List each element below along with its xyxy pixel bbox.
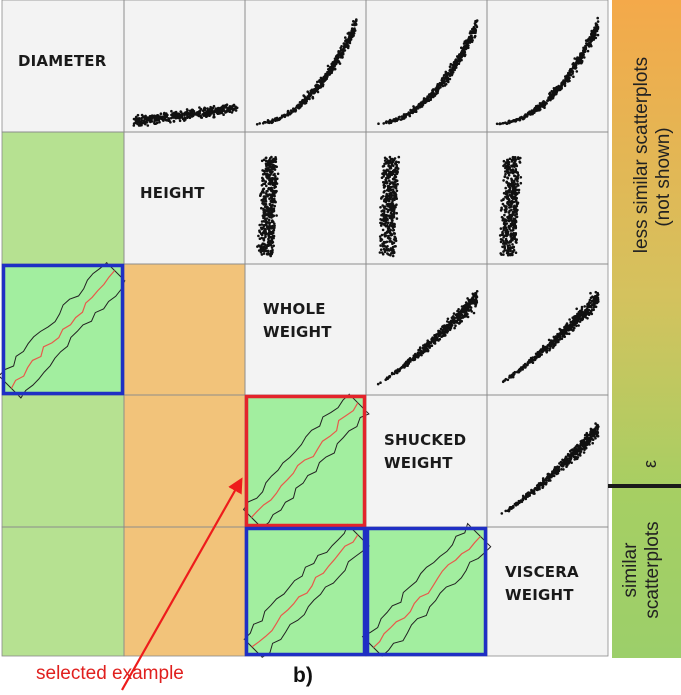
scatterplot <box>500 422 600 515</box>
scatterplot <box>501 290 600 384</box>
matrix-cell <box>124 264 245 395</box>
variable-label: SHUCKED WEIGHT <box>384 429 466 475</box>
scatterplot <box>376 290 479 386</box>
matrix-cell <box>487 0 608 132</box>
variable-label-line: SHUCKED <box>384 431 467 449</box>
matrix-cell <box>487 395 608 527</box>
contour-glyph <box>361 522 492 657</box>
similarity-color-bar <box>612 0 681 658</box>
scatterplot <box>378 155 401 258</box>
variable-label: WHOLE WEIGHT <box>263 298 332 344</box>
scatterplot <box>256 155 280 258</box>
matrix-cell <box>366 0 487 132</box>
similar-scatterplot-frame[interactable] <box>1 263 125 396</box>
matrix-cell <box>2 0 124 132</box>
variable-label-line: WEIGHT <box>505 586 574 604</box>
matrix-cell <box>245 264 366 395</box>
variable-label: VISCERA WEIGHT <box>505 561 579 607</box>
matrix-cell <box>2 527 124 656</box>
colorbar-epsilon-label: ε <box>640 459 660 469</box>
scatterplot <box>377 19 479 125</box>
contour-glyph <box>242 393 370 529</box>
variable-label-line: WEIGHT <box>263 323 332 341</box>
similar-scatterplot-frame[interactable] <box>244 526 367 657</box>
colorbar-top-line2: (not shown) <box>653 127 674 227</box>
variable-label-line: WHOLE <box>263 300 326 318</box>
similar-scatterplot-frame[interactable] <box>365 526 488 657</box>
scatterplot <box>132 103 239 127</box>
variable-label: DIAMETER <box>18 50 106 73</box>
matrix-cell <box>487 527 608 656</box>
scatterplot <box>495 16 600 126</box>
variable-label-line: HEIGHT <box>140 184 205 202</box>
matrix-cell <box>124 395 245 527</box>
selected-example-label: selected example <box>36 663 184 684</box>
scatterplot <box>255 18 358 126</box>
variable-label-line: DIAMETER <box>18 52 107 70</box>
colorbar-bottom-line1: similar <box>620 542 641 598</box>
matrix-cell <box>487 264 608 395</box>
selected-example-frame[interactable] <box>244 394 367 528</box>
matrix-cell <box>366 527 487 656</box>
matrix-cell <box>245 395 366 527</box>
variable-label-line: WEIGHT <box>384 454 453 472</box>
colorbar-top-line1: less similar scatterplots <box>631 56 652 254</box>
matrix-cell <box>124 527 245 656</box>
colorbar-bottom-line2: scatterplots <box>642 521 663 619</box>
matrix-cell <box>245 0 366 132</box>
variable-label-line: VISCERA <box>505 563 579 581</box>
panel-label: b) <box>293 664 313 687</box>
matrix-cell <box>2 132 124 264</box>
selected-example-arrow <box>121 477 243 691</box>
variable-label: HEIGHT <box>140 182 205 205</box>
matrix-cell <box>124 132 245 264</box>
contour-glyph <box>0 262 126 399</box>
scatterplot <box>498 155 523 257</box>
matrix-cell <box>2 395 124 527</box>
matrix-cell <box>245 527 366 656</box>
matrix-cell <box>366 264 487 395</box>
matrix-cell <box>366 395 487 527</box>
